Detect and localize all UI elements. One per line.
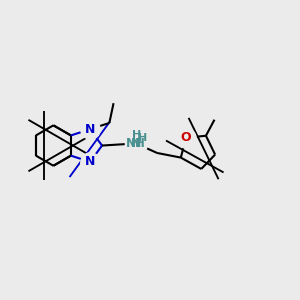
Text: O: O [181, 131, 191, 144]
Text: H: H [138, 133, 147, 143]
Text: NH: NH [126, 137, 146, 150]
Text: N: N [85, 123, 95, 136]
Text: N: N [131, 137, 141, 150]
Text: N: N [85, 155, 95, 168]
Text: H: H [132, 130, 142, 140]
